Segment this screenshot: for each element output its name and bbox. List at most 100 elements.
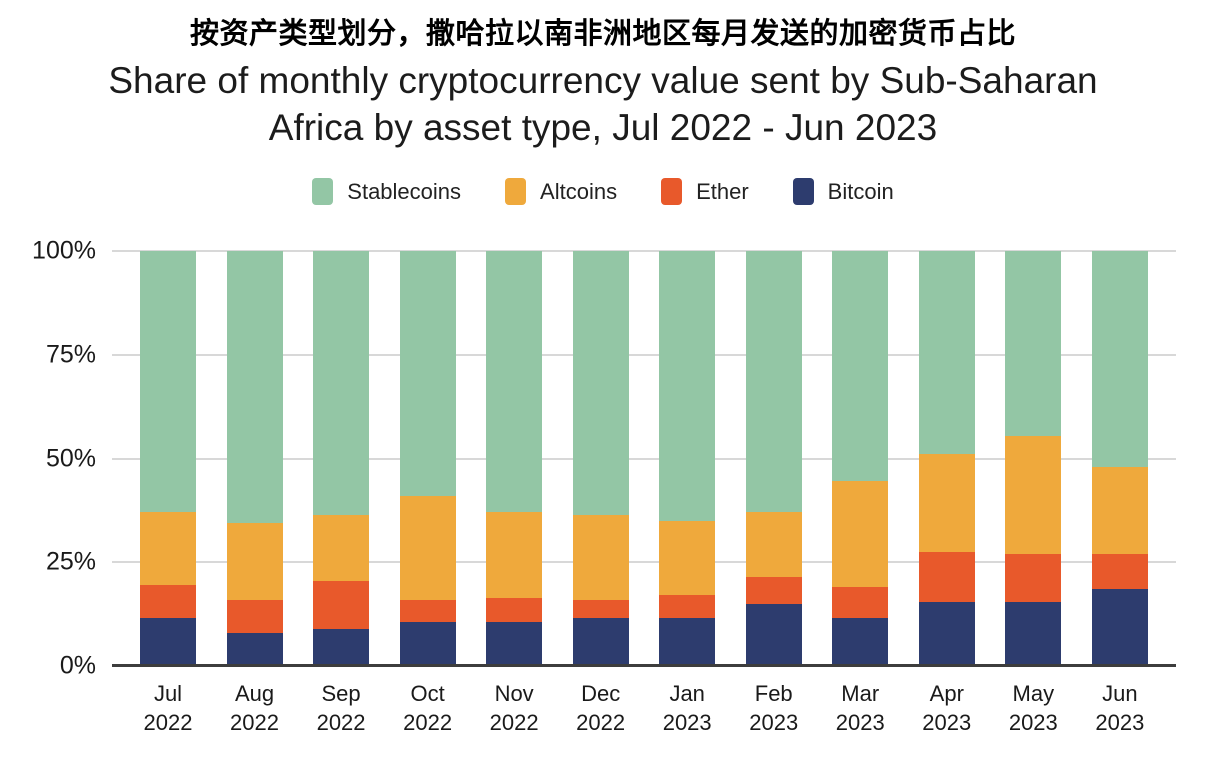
ether-color-swatch xyxy=(661,178,683,205)
bitcoin-color-swatch xyxy=(792,178,814,205)
chart-title-english-line2: Africa by asset type, Jul 2022 - Jun 202… xyxy=(268,106,938,148)
gridline-25 xyxy=(112,561,1176,564)
segment-ether-sep-2022 xyxy=(313,580,370,629)
segment-stablecoins-may-2023 xyxy=(1005,251,1062,436)
x-tick-month: Mar xyxy=(841,681,880,706)
segment-altcoins-may-2023 xyxy=(1005,435,1062,554)
segment-stablecoins-jul-2022 xyxy=(140,251,196,513)
segment-bitcoin-aug-2022 xyxy=(226,632,283,666)
segment-bitcoin-sep-2022 xyxy=(313,628,370,666)
gridline-100 xyxy=(112,250,1176,252)
x-tick-label-jul-2022: Jul 2022 xyxy=(125,680,211,737)
bar-sep-2022 xyxy=(313,251,370,666)
chart-title-english-line1: Share of monthly cryptocurrency value se… xyxy=(108,60,1098,101)
x-tick-month: Dec xyxy=(581,681,621,706)
segment-bitcoin-dec-2022 xyxy=(572,618,629,666)
segment-altcoins-sep-2022 xyxy=(313,514,370,581)
y-tick-label: 50% xyxy=(45,444,96,472)
segment-ether-may-2023 xyxy=(1005,553,1062,602)
legend-item-altcoins: Altcoins xyxy=(505,178,617,205)
chart-title-english: Share of monthly cryptocurrency value se… xyxy=(0,58,1206,151)
x-tick-month: Oct xyxy=(410,681,445,706)
y-axis: 100% 75% 50% 25% 0% xyxy=(0,237,96,680)
x-tick-month: Jan xyxy=(669,681,705,706)
segment-bitcoin-jan-2023 xyxy=(659,618,716,666)
segment-bitcoin-may-2023 xyxy=(1005,601,1062,666)
x-tick-month: Jun xyxy=(1102,681,1138,706)
legend: Stablecoins Altcoins Ether Bitcoin xyxy=(0,178,1206,205)
y-tick-label: 75% xyxy=(45,340,96,369)
segment-altcoins-apr-2023 xyxy=(918,454,975,552)
segment-altcoins-nov-2022 xyxy=(486,512,543,598)
bar-dec-2022 xyxy=(572,251,629,666)
x-tick-label-apr-2023: Apr 2023 xyxy=(904,680,990,737)
legend-label: Bitcoin xyxy=(827,178,894,204)
segment-altcoins-mar-2023 xyxy=(832,481,889,588)
x-tick-year: 2022 xyxy=(230,709,279,735)
segment-stablecoins-jun-2023 xyxy=(1091,251,1148,467)
plot-area xyxy=(112,250,1176,667)
legend-label: Stablecoins xyxy=(347,178,462,204)
segment-stablecoins-nov-2022 xyxy=(486,251,543,513)
segment-stablecoins-sep-2022 xyxy=(313,251,370,515)
segment-ether-apr-2023 xyxy=(918,551,975,602)
segment-bitcoin-nov-2022 xyxy=(486,622,543,666)
segment-altcoins-feb-2023 xyxy=(745,512,802,577)
gridline-75 xyxy=(112,353,1176,356)
bar-nov-2022 xyxy=(486,251,543,666)
bar-oct-2022 xyxy=(399,251,456,666)
bar-mar-2023 xyxy=(832,251,889,666)
segment-bitcoin-oct-2022 xyxy=(399,622,456,666)
x-tick-year: 2022 xyxy=(489,709,539,735)
altcoins-color-swatch xyxy=(505,178,527,205)
x-tick-year: 2023 xyxy=(1095,709,1145,735)
segment-ether-feb-2023 xyxy=(745,576,802,604)
segment-ether-dec-2022 xyxy=(572,599,629,619)
gridline-50 xyxy=(112,457,1176,460)
x-tick-year: 2023 xyxy=(835,709,885,735)
chart-title-chinese: 按资产类型划分，撒哈拉以南非洲地区每月发送的加密货币占比 xyxy=(189,18,1016,50)
x-tick-month: Nov xyxy=(494,681,534,706)
x-tick-year: 2023 xyxy=(662,709,712,735)
stablecoins-color-swatch xyxy=(312,178,334,205)
y-tick-label: 25% xyxy=(45,547,96,576)
x-tick-month: Jul xyxy=(153,681,183,706)
segment-stablecoins-aug-2022 xyxy=(226,251,283,523)
bar-jun-2023 xyxy=(1091,251,1148,666)
x-tick-label-mar-2023: Mar 2023 xyxy=(817,680,903,737)
segment-altcoins-oct-2022 xyxy=(399,495,456,600)
segment-bitcoin-apr-2023 xyxy=(918,601,975,666)
segment-ether-jan-2023 xyxy=(659,595,716,619)
segment-altcoins-aug-2022 xyxy=(226,522,283,600)
x-tick-label-feb-2023: Feb 2023 xyxy=(731,680,817,737)
bar-jul-2022 xyxy=(140,251,196,666)
segment-altcoins-jul-2022 xyxy=(140,512,196,586)
x-tick-label-jun-2023: Jun 2023 xyxy=(1077,680,1163,737)
x-tick-year: 2023 xyxy=(1008,709,1058,735)
x-tick-year: 2022 xyxy=(576,709,626,735)
y-tick-label: 100% xyxy=(32,236,96,265)
segment-stablecoins-oct-2022 xyxy=(399,251,456,496)
bar-aug-2022 xyxy=(226,251,283,666)
x-tick-label-dec-2022: Dec 2022 xyxy=(558,680,644,737)
x-tick-label-oct-2022: Oct 2022 xyxy=(385,680,471,737)
bar-jan-2023 xyxy=(659,251,716,666)
x-tick-month: Apr xyxy=(929,681,964,706)
legend-item-bitcoin: Bitcoin xyxy=(792,178,894,205)
x-tick-year: 2023 xyxy=(749,709,799,735)
segment-stablecoins-mar-2023 xyxy=(832,251,889,482)
x-tick-label-aug-2022: Aug 2022 xyxy=(212,680,298,737)
x-tick-label-jan-2023: Jan 2023 xyxy=(644,680,730,737)
segment-ether-nov-2022 xyxy=(486,597,543,623)
x-tick-label-sep-2022: Sep 2022 xyxy=(298,680,384,737)
bar-may-2023 xyxy=(1005,251,1062,666)
segment-altcoins-dec-2022 xyxy=(572,514,629,600)
x-tick-year: 2022 xyxy=(403,709,453,735)
segment-stablecoins-feb-2023 xyxy=(745,251,802,513)
bar-apr-2023 xyxy=(918,251,975,666)
segment-bitcoin-jun-2023 xyxy=(1091,589,1148,666)
y-tick-label: 0% xyxy=(59,651,96,680)
segment-bitcoin-mar-2023 xyxy=(832,618,889,666)
segment-ether-aug-2022 xyxy=(226,599,283,633)
segment-ether-mar-2023 xyxy=(832,587,889,619)
